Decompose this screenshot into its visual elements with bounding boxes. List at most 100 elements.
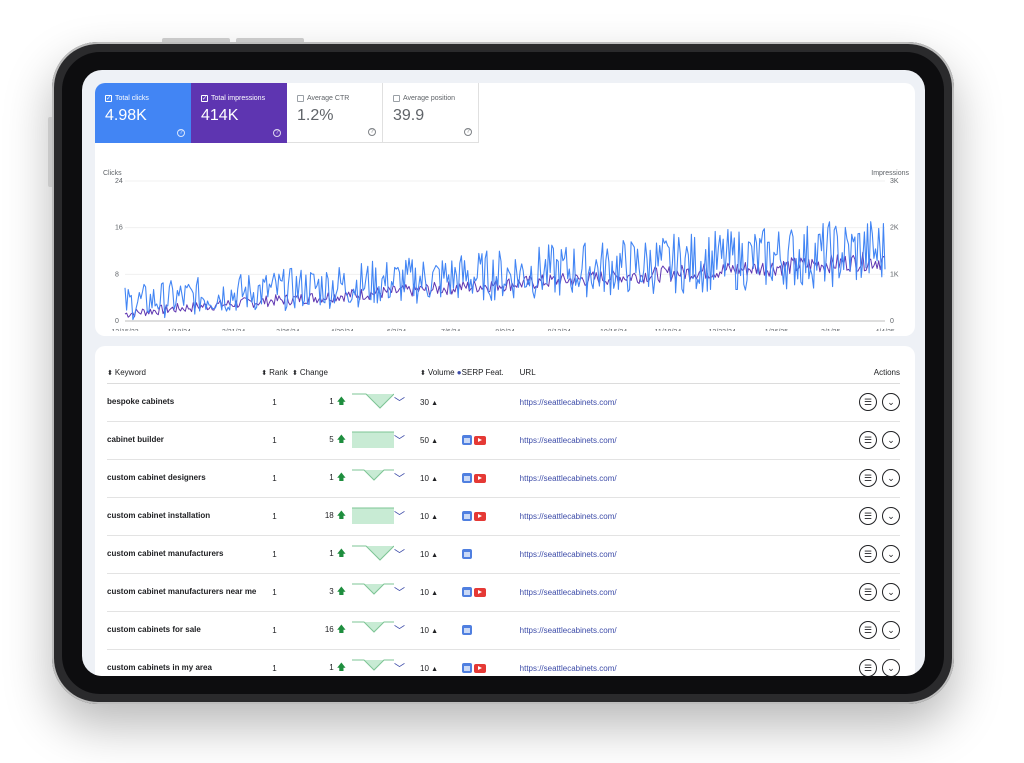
- url-link[interactable]: https://seattlecabinets.com/: [519, 649, 720, 676]
- expand-row-button[interactable]: ⌄: [882, 507, 900, 525]
- url-link[interactable]: https://seattlecabinets.com/: [519, 611, 720, 650]
- arrow-up-icon: 🡅: [336, 662, 346, 672]
- chevron-down-icon[interactable]: ﹀: [394, 573, 420, 612]
- list-details-button[interactable]: ☰: [859, 659, 877, 676]
- actions-cell: ☰ ⌄: [719, 421, 900, 460]
- warning-icon: ▲: [431, 551, 439, 559]
- volume-cell: 30 ▲: [420, 383, 462, 422]
- video-icon: [473, 663, 486, 673]
- keyword-cell[interactable]: custom cabinets in my area: [107, 649, 257, 676]
- url-link[interactable]: https://seattlecabinets.com/: [519, 459, 720, 498]
- serp-features-cell: [461, 649, 520, 676]
- warning-icon: ▲: [431, 475, 439, 483]
- expand-row-button[interactable]: ⌄: [882, 583, 900, 601]
- x-tick-label: 7/6/24: [441, 329, 461, 331]
- keyword-cell[interactable]: custom cabinets for sale: [107, 611, 257, 650]
- checkbox-icon[interactable]: [393, 95, 400, 102]
- rank-header-label: Rank: [269, 368, 288, 378]
- keyword-cell[interactable]: custom cabinet installation: [107, 497, 257, 536]
- list-details-button[interactable]: ☰: [859, 507, 877, 525]
- actions-cell: ☰ ⌄: [719, 383, 900, 422]
- warning-icon: ▲: [431, 589, 439, 597]
- sparkline-line: [352, 583, 394, 595]
- change-cell: 1 🡅: [292, 459, 352, 498]
- series-line-clicks: [124, 221, 886, 321]
- volume-header[interactable]: ⬍ Volume ●: [420, 363, 462, 384]
- chevron-down-icon[interactable]: ﹀: [394, 383, 420, 422]
- keyword-header[interactable]: ⬍ Keyword: [107, 363, 257, 384]
- chevron-down-icon[interactable]: ﹀: [394, 649, 420, 676]
- info-icon[interactable]: ●: [456, 368, 462, 378]
- x-tick-label: 1/18/24: [168, 329, 191, 331]
- list-details-button[interactable]: ☰: [859, 545, 877, 563]
- metric-label: Average position: [403, 95, 456, 102]
- url-link[interactable]: https://seattlecabinets.com/: [519, 497, 720, 536]
- performance-chart: Clicks Impressions 0 8 16 24 0 1K 2K 3K 12/15/23 1/…: [103, 170, 910, 331]
- business-profile-icon: [461, 549, 472, 559]
- keyword-cell[interactable]: custom cabinet manufacturers: [107, 535, 257, 574]
- keywords-table: ⬍ Keyword ⬍ Rank ⬍ Change ⬍ Volume ● SERP Fe…: [107, 363, 900, 676]
- sort-icon[interactable]: ⬍: [107, 370, 113, 378]
- url-link[interactable]: https://seattlecabinets.com/: [519, 421, 720, 460]
- table-header-row: ⬍ Keyword ⬍ Rank ⬍ Change ⬍ Volume ● SERP Fe…: [107, 363, 900, 384]
- help-icon[interactable]: ?: [368, 128, 376, 136]
- chevron-down-icon[interactable]: ﹀: [394, 459, 420, 498]
- change-value: 5: [329, 435, 334, 444]
- volume-cell: 10 ▲: [420, 497, 462, 536]
- metric-average-position[interactable]: Average position 39.9 ?: [383, 83, 479, 143]
- rank-sparkline: [352, 421, 394, 460]
- left-tick-label: 8: [115, 271, 119, 278]
- help-icon[interactable]: ?: [273, 129, 281, 137]
- sort-icon[interactable]: ⬍: [292, 370, 298, 378]
- right-tick-label: 3K: [890, 178, 899, 185]
- rank-header[interactable]: ⬍ Rank: [257, 363, 292, 384]
- list-details-button[interactable]: ☰: [859, 469, 877, 487]
- expand-row-button[interactable]: ⌄: [882, 659, 900, 676]
- change-value: 1: [329, 473, 334, 482]
- checkbox-checked-icon[interactable]: ✓: [105, 95, 112, 102]
- url-link[interactable]: https://seattlecabinets.com/: [519, 383, 720, 422]
- table-row: custom cabinet installation 1 18 🡅 ﹀ 10 ▲ http…: [107, 497, 900, 536]
- x-tick-label: 10/16/24: [600, 329, 627, 331]
- sparkline-chart: [352, 621, 394, 633]
- keyword-cell[interactable]: bespoke cabinets: [107, 383, 257, 422]
- actions-cell: ☰ ⌄: [719, 649, 900, 676]
- url-link[interactable]: https://seattlecabinets.com/: [519, 573, 720, 612]
- serp-features-cell: [461, 573, 520, 612]
- list-details-button[interactable]: ☰: [859, 583, 877, 601]
- right-tick-label: 2K: [890, 225, 899, 232]
- checkbox-checked-icon[interactable]: ✓: [201, 95, 208, 102]
- chevron-down-icon[interactable]: ﹀: [394, 421, 420, 460]
- checkbox-icon[interactable]: [297, 95, 304, 102]
- keyword-cell[interactable]: custom cabinet designers: [107, 459, 257, 498]
- keyword-cell[interactable]: custom cabinet manufacturers near me: [107, 573, 257, 612]
- sort-icon[interactable]: ⬍: [420, 370, 426, 378]
- metric-total-clicks[interactable]: ✓ Total clicks 4.98K ?: [95, 83, 191, 143]
- metric-total-impressions[interactable]: ✓ Total impressions 414K ?: [191, 83, 287, 143]
- list-details-button[interactable]: ☰: [859, 621, 877, 639]
- metric-tabs: ✓ Total clicks 4.98K ? ✓ Total impressions…: [95, 83, 479, 143]
- sparkline-fill: [352, 470, 394, 480]
- expand-row-button[interactable]: ⌄: [882, 393, 900, 411]
- chevron-down-icon[interactable]: ﹀: [394, 611, 420, 650]
- url-link[interactable]: https://seattlecabinets.com/: [519, 535, 720, 574]
- change-value: 18: [324, 511, 334, 520]
- expand-row-button[interactable]: ⌄: [882, 431, 900, 449]
- volume-value: 10: [420, 473, 429, 483]
- expand-row-button[interactable]: ⌄: [882, 545, 900, 563]
- help-icon[interactable]: ?: [177, 129, 185, 137]
- keyword-cell[interactable]: cabinet builder: [107, 421, 257, 460]
- metric-value: 414K: [201, 107, 239, 124]
- list-details-button[interactable]: ☰: [859, 431, 877, 449]
- metric-label: Total clicks: [115, 95, 149, 102]
- metric-average-ctr[interactable]: Average CTR 1.2% ?: [287, 83, 383, 143]
- expand-row-button[interactable]: ⌄: [882, 621, 900, 639]
- chevron-down-icon[interactable]: ﹀: [394, 497, 420, 536]
- keywords-card: ⬍ Keyword ⬍ Rank ⬍ Change ⬍ Volume ● SERP Fe…: [95, 346, 915, 676]
- chevron-down-icon[interactable]: ﹀: [394, 535, 420, 574]
- change-header[interactable]: ⬍ Change: [292, 363, 352, 384]
- help-icon[interactable]: ?: [464, 128, 472, 136]
- expand-row-button[interactable]: ⌄: [882, 469, 900, 487]
- list-details-button[interactable]: ☰: [859, 393, 877, 411]
- sort-icon[interactable]: ⬍: [261, 370, 268, 378]
